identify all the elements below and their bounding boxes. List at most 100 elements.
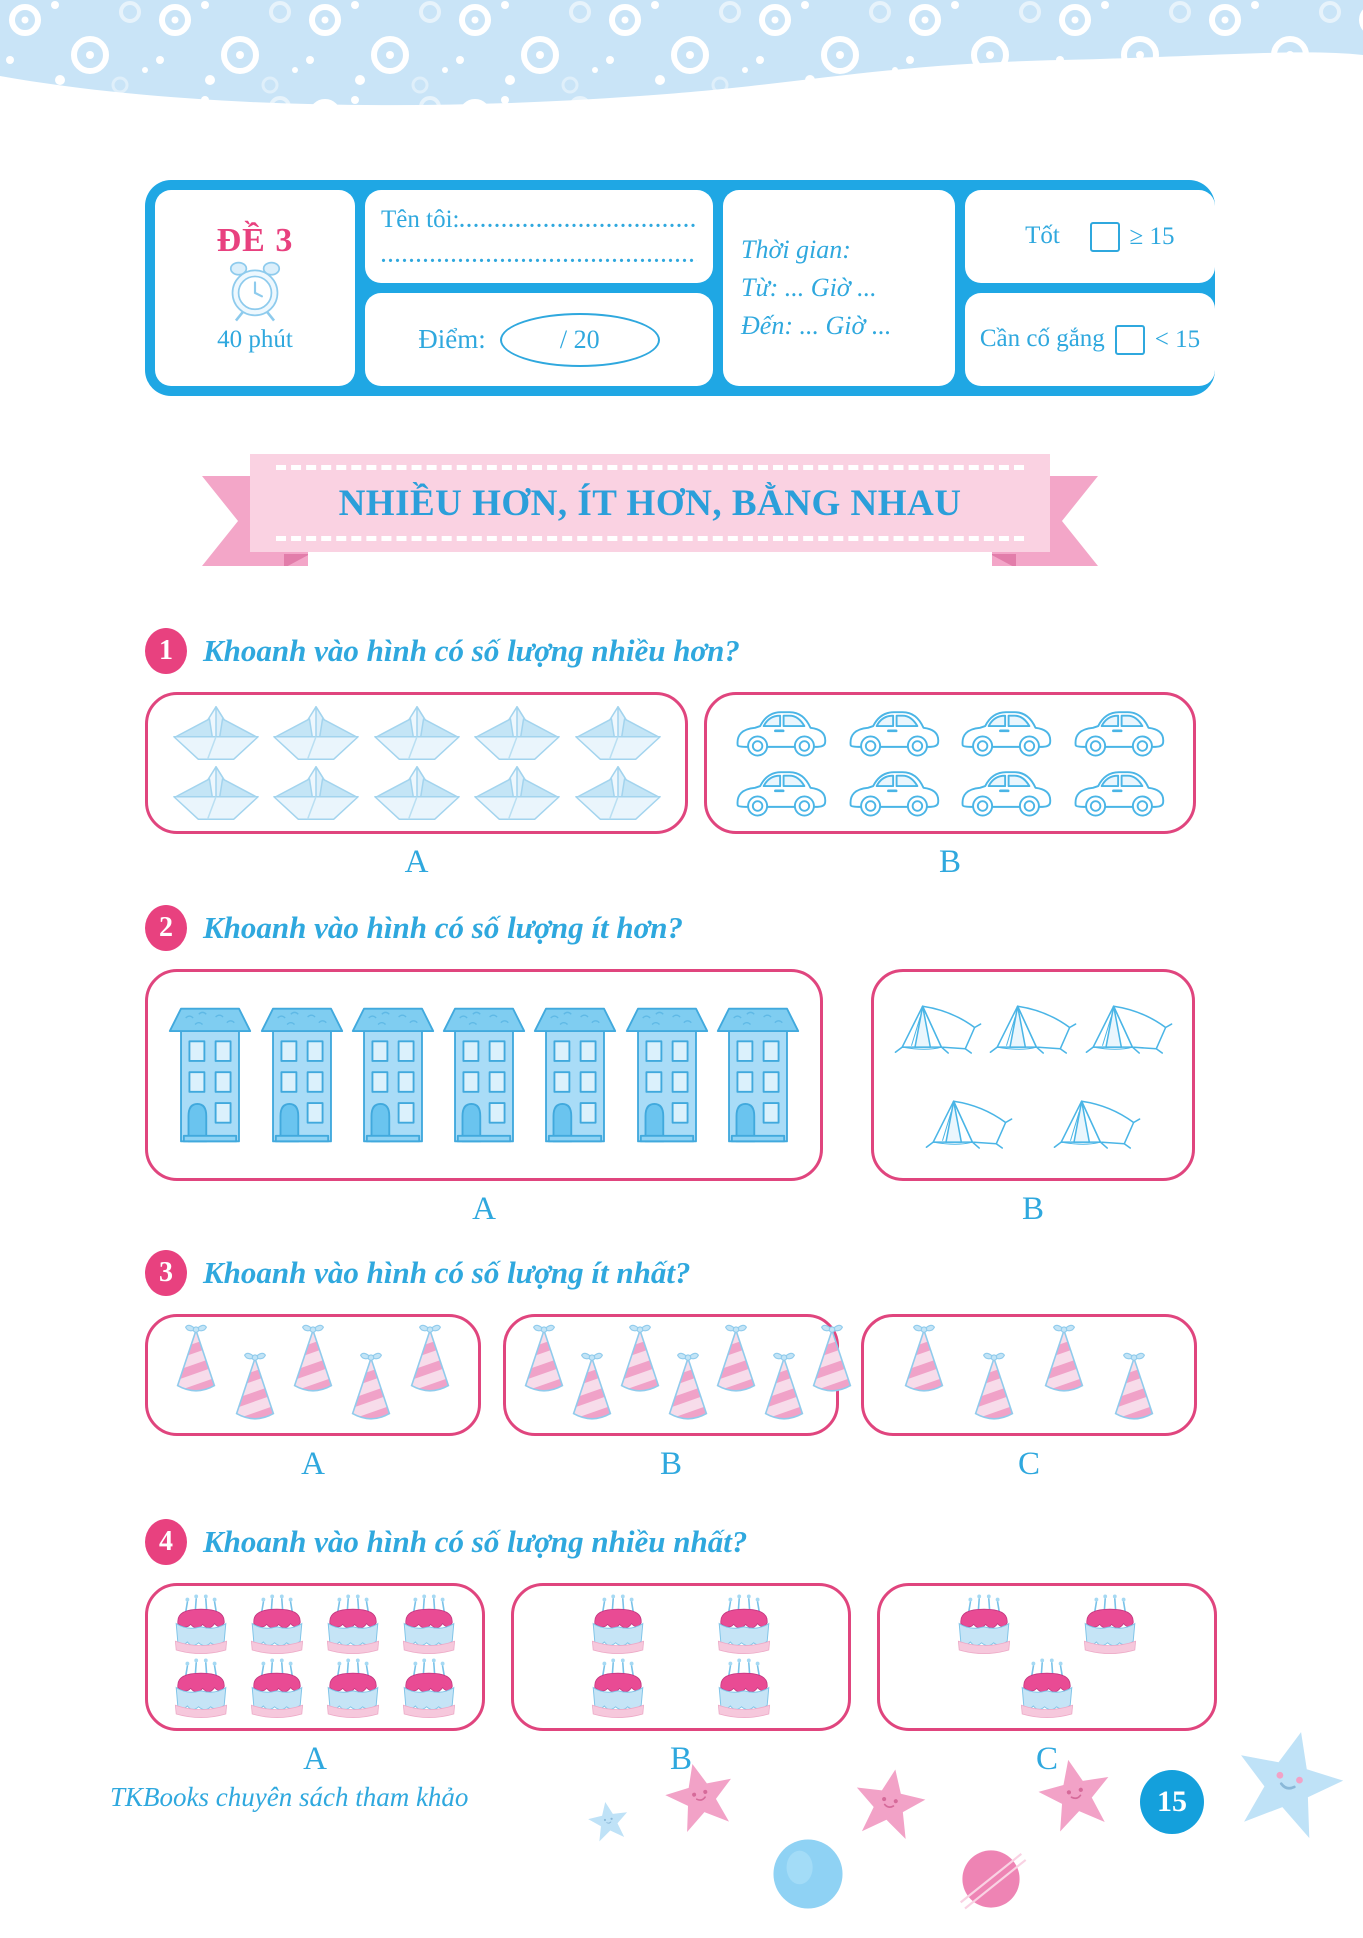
icon-row (888, 1095, 1178, 1150)
alarm-clock-icon (227, 260, 283, 324)
party-hat-icon (520, 1323, 568, 1397)
option-box-B[interactable] (503, 1314, 852, 1436)
rating-effort-condition: < 15 (1154, 325, 1201, 353)
car-icon (1067, 765, 1171, 821)
tent-icon (923, 1095, 1015, 1150)
option-label: C (1035, 1741, 1058, 1777)
time-cell: Thời gian: Từ: ... Giờ ... Đến: ... Giờ … (723, 190, 955, 386)
option-box-C[interactable] (877, 1583, 1217, 1731)
question-option: B (704, 692, 1196, 881)
question-number-badge: 1 (145, 628, 187, 674)
party-hat-icon (289, 1323, 337, 1397)
rating-good-condition: ≥ 15 (1129, 222, 1175, 250)
test-duration: 40 phút (217, 326, 293, 353)
building-icon (624, 1002, 710, 1148)
option-label: A (472, 1191, 496, 1227)
question-options: A B C (145, 1583, 1220, 1778)
option-label: B (1021, 1191, 1044, 1227)
cake-icon (707, 1658, 781, 1722)
paper-boat-icon (470, 704, 564, 762)
rating-effort-cell: Cần cố gắng < 15 (965, 293, 1215, 386)
option-label: A (301, 1446, 325, 1482)
planet-blue-icon (766, 1832, 850, 1921)
party-hat-icon (616, 1323, 664, 1397)
paper-boat-icon (169, 764, 263, 822)
building-icon (441, 1002, 527, 1148)
icon-row (528, 1658, 834, 1722)
icon-row (520, 1323, 852, 1420)
question-option: C (861, 1314, 1197, 1483)
icon-row (878, 1323, 1180, 1420)
name-field[interactable]: Tên tôi:................................… (365, 190, 713, 283)
test-id-cell: ĐỀ 3 40 phút (155, 190, 355, 386)
option-label: B (659, 1446, 682, 1482)
option-box-B[interactable] (511, 1583, 851, 1731)
cake-icon (707, 1594, 781, 1658)
time-to-field[interactable]: Đến: ... Giờ ... (741, 311, 892, 340)
option-box-B[interactable] (704, 692, 1196, 834)
building-icon (259, 1002, 345, 1148)
rating-good-checkbox[interactable] (1089, 221, 1120, 252)
icon-row (888, 1000, 1178, 1055)
question-heading: 3 Khoanh vào hình có số lượng ít nhất? (145, 1250, 1220, 1296)
option-box-A[interactable] (145, 1583, 485, 1731)
car-icon (954, 705, 1058, 761)
icon-row (894, 1658, 1200, 1722)
question-option: B (511, 1583, 851, 1778)
planet-pink-icon (952, 1840, 1030, 1923)
tent-icon (892, 1000, 984, 1055)
building-icon (350, 1002, 436, 1148)
party-hat-icon (347, 1351, 395, 1425)
time-from-field[interactable]: Từ: ... Giờ ... (741, 273, 877, 302)
star-small-blue-icon (584, 1797, 634, 1851)
option-box-A[interactable] (145, 692, 688, 834)
icon-row (721, 705, 1179, 761)
option-box-A[interactable] (145, 1314, 481, 1436)
car-icon (1067, 705, 1171, 761)
option-box-B[interactable] (871, 969, 1195, 1181)
cake-icon (581, 1594, 655, 1658)
name-dotted-line-2[interactable]: ........................................… (381, 244, 697, 267)
paper-boat-icon (470, 764, 564, 822)
icon-row (721, 765, 1179, 821)
party-hat-icon (970, 1351, 1018, 1425)
party-hat-icon (1040, 1323, 1088, 1397)
score-label: Điểm: (418, 324, 486, 354)
paper-boat-icon (269, 764, 363, 822)
question-option: A (145, 969, 823, 1228)
cake-icon (316, 1594, 390, 1658)
building-icon (715, 1002, 801, 1148)
paper-boat-icon (370, 704, 464, 762)
question-text: Khoanh vào hình có số lượng ít nhất? (203, 1255, 691, 1290)
test-number-label: ĐỀ 3 (216, 222, 294, 259)
cake-icon (164, 1658, 238, 1722)
option-box-C[interactable] (861, 1314, 1197, 1436)
paper-boat-icon (571, 704, 665, 762)
score-entry-oval[interactable]: / 20 (499, 312, 660, 367)
question-heading: 1 Khoanh vào hình có số lượng nhiều hơn? (145, 628, 1220, 674)
question-options: A B (145, 692, 1220, 881)
icon-row (162, 1594, 468, 1658)
cake-icon (240, 1594, 314, 1658)
cake-icon (1010, 1658, 1084, 1722)
paper-boat-icon (370, 764, 464, 822)
tent-icon (1051, 1095, 1143, 1150)
name-dotted-line-1[interactable]: .................................... (459, 209, 697, 232)
party-hat-icon (406, 1323, 454, 1397)
party-hat-icon (808, 1323, 856, 1397)
building-icon (532, 1002, 618, 1148)
question-option: B (871, 969, 1195, 1228)
rating-effort-checkbox[interactable] (1114, 324, 1145, 355)
party-hat-icon (172, 1323, 220, 1397)
question-1: 1 Khoanh vào hình có số lượng nhiều hơn?… (145, 628, 1220, 881)
party-hat-icon (664, 1351, 712, 1425)
question-option: C (877, 1583, 1217, 1778)
cake-icon (1073, 1594, 1147, 1658)
option-box-A[interactable] (145, 969, 823, 1181)
question-heading: 4 Khoanh vào hình có số lượng nhiều nhất… (145, 1519, 1220, 1565)
ribbon-body: NHIỀU HƠN, ÍT HƠN, BẰNG NHAU (250, 454, 1050, 552)
time-label: Thời gian: (741, 235, 851, 264)
party-hat-icon (568, 1351, 616, 1425)
cake-icon (392, 1658, 466, 1722)
paper-boat-icon (169, 704, 263, 762)
